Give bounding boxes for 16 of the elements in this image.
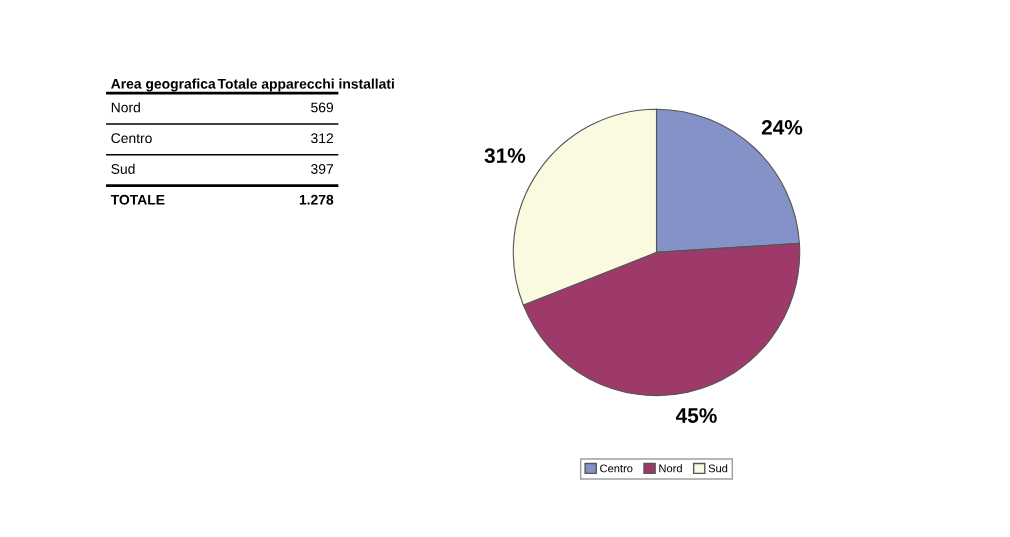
data-label: 24% [761, 120, 803, 135]
legend-label: Sud [708, 464, 728, 473]
data-label: 45% [675, 408, 717, 423]
category-label: TOTALE [110, 194, 165, 205]
text: Area geografica [111, 78, 216, 92]
text: 1.278 [299, 194, 334, 205]
category-label: Nord [111, 102, 140, 113]
text: 397 [311, 164, 334, 174]
text: 312 [311, 133, 334, 144]
category-label: Centro [111, 133, 152, 144]
text: Totale apparecchi installati [217, 78, 394, 92]
category-label: Sud [111, 163, 135, 174]
data-label: 31% [484, 148, 526, 164]
text: 569 [311, 102, 334, 113]
legend-label: Nord [659, 464, 682, 473]
legend-label: Centro [600, 464, 633, 473]
